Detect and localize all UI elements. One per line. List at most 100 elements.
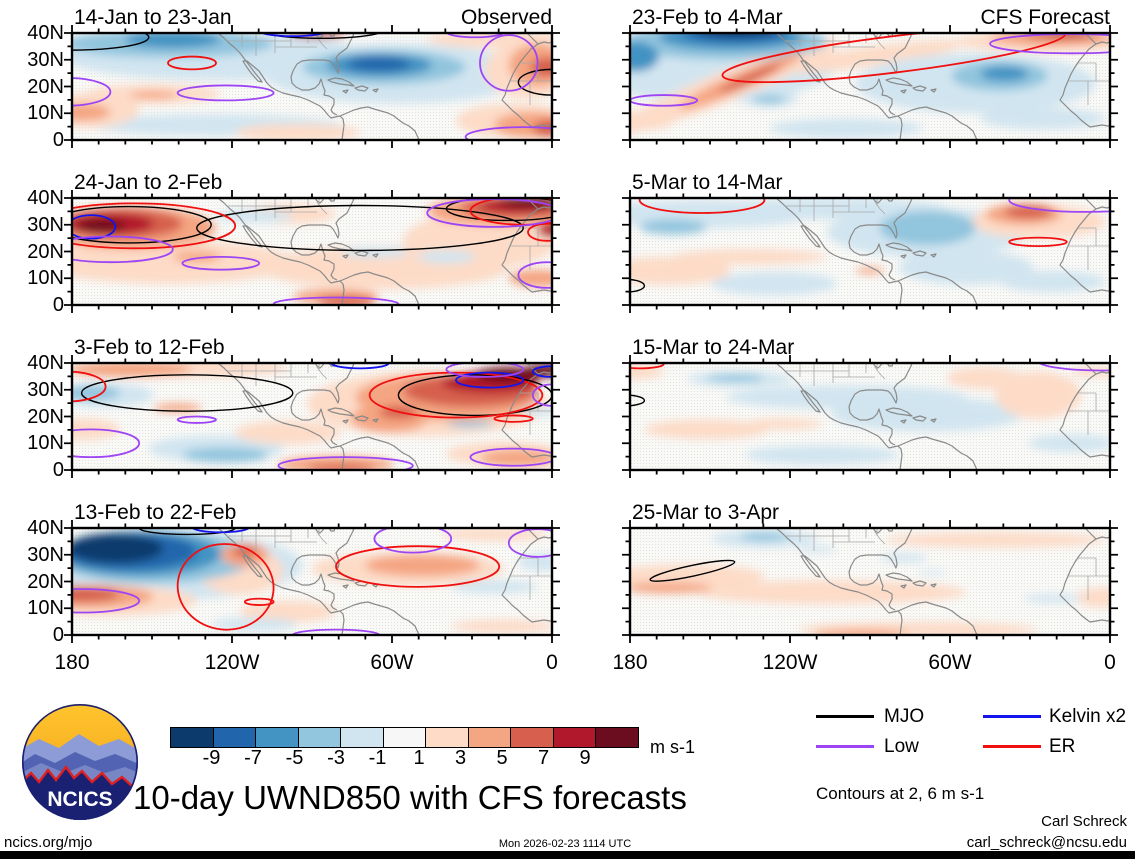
mjo-contour bbox=[397, 374, 552, 417]
low-contour bbox=[72, 235, 174, 264]
panel-title-7: 25-Mar to 3-Apr bbox=[632, 501, 780, 524]
colorbar-tick-label: -7 bbox=[244, 747, 262, 769]
low-contour bbox=[479, 34, 539, 92]
colorbar-cell bbox=[171, 728, 213, 747]
contour-levels-note: Contours at 2, 6 m s-1 bbox=[816, 784, 985, 803]
site-link[interactable]: ncics.org/mjo bbox=[4, 834, 93, 851]
x-axis-label: 0 bbox=[1104, 651, 1116, 674]
mjo-contour bbox=[196, 204, 524, 252]
map-canvas-7 bbox=[622, 520, 1118, 643]
y-axis-label: 10N bbox=[27, 102, 64, 125]
x-axis-label: 0 bbox=[546, 651, 558, 674]
colorbar-cell bbox=[297, 728, 340, 747]
credit-name: Carl Schreck bbox=[1041, 813, 1127, 830]
y-axis-label: 40N bbox=[27, 187, 64, 209]
er-contour bbox=[72, 202, 237, 250]
map-canvas-6 bbox=[622, 355, 1118, 478]
panel-title-0: 14-Jan to 23-Jan bbox=[74, 6, 232, 29]
er-contour bbox=[176, 543, 275, 631]
mjo-contour bbox=[649, 559, 736, 582]
low-contour bbox=[1008, 198, 1110, 213]
mjo-contour bbox=[445, 198, 552, 222]
low-contour bbox=[445, 363, 525, 378]
y-axis-label: 40N bbox=[27, 517, 64, 539]
low-contour bbox=[373, 528, 453, 554]
y-axis-label: 0 bbox=[52, 624, 64, 646]
colorbar-cell bbox=[212, 728, 255, 747]
y-axis-label: 40N bbox=[27, 352, 64, 374]
low-contour bbox=[176, 84, 275, 102]
colorbar-tick-label: 5 bbox=[496, 747, 508, 769]
y-axis-label: 30N bbox=[27, 213, 64, 236]
map-canvas-0 bbox=[64, 25, 560, 148]
low-contour bbox=[72, 428, 141, 459]
map-canvas-5 bbox=[622, 190, 1118, 313]
mjo-contour bbox=[138, 528, 236, 536]
kelvin-contour bbox=[259, 33, 326, 38]
colorbar-tick-label: -3 bbox=[327, 747, 345, 769]
cfs-forecast-badge: CFS Forecast bbox=[980, 6, 1110, 29]
er-contour bbox=[335, 545, 501, 588]
y-axis-label: 20N bbox=[27, 570, 64, 593]
y-axis-label: 10N bbox=[27, 597, 64, 620]
observed-badge: Observed bbox=[460, 6, 552, 29]
panel-title-5: 5-Mar to 14-Mar bbox=[632, 171, 783, 194]
colorbar-cell bbox=[595, 728, 638, 747]
map-canvas-4 bbox=[622, 25, 1118, 148]
x-axis-label: 180 bbox=[54, 651, 90, 674]
map-panel-4 bbox=[620, 23, 1120, 150]
y-axis-label: 10N bbox=[27, 267, 64, 290]
mjo-contour bbox=[261, 33, 382, 40]
kelvin-contour bbox=[330, 363, 390, 370]
kelvin-legend-label: Kelvin x2 bbox=[1049, 706, 1127, 727]
low-legend-label: Low bbox=[884, 736, 919, 757]
y-axis-label: 0 bbox=[52, 129, 64, 151]
er-contour bbox=[72, 370, 107, 403]
panel-title-3: 13-Feb to 22-Feb bbox=[74, 501, 237, 524]
colorbar-tick-label: -5 bbox=[285, 747, 304, 769]
kelvin-contour bbox=[455, 371, 525, 389]
er-legend-label: ER bbox=[1049, 736, 1076, 757]
colorbar-unit: m s-1 bbox=[650, 737, 695, 757]
y-axis-label: 30N bbox=[27, 48, 64, 71]
colorbar bbox=[170, 727, 639, 748]
er-contour bbox=[638, 198, 766, 214]
map-panel-2 bbox=[62, 353, 562, 480]
x-axis-label: 60W bbox=[370, 651, 414, 674]
low-contour bbox=[72, 77, 112, 107]
y-axis-label: 20N bbox=[27, 75, 64, 98]
mjo-contour bbox=[630, 278, 646, 293]
timestamp: Mon 2026-02-23 1114 UTC bbox=[498, 838, 632, 850]
colorbar-tick-label: 1 bbox=[413, 747, 425, 769]
colorbar-cell bbox=[510, 728, 553, 747]
colorbar-tick-label: 7 bbox=[537, 747, 550, 769]
low-contour bbox=[277, 456, 414, 470]
er-contour bbox=[493, 414, 534, 423]
colorbar-cell bbox=[255, 728, 298, 747]
low-contour bbox=[72, 588, 141, 614]
er-contour bbox=[1008, 236, 1068, 248]
colorbar-tick-label: -1 bbox=[368, 747, 387, 769]
low-contour bbox=[469, 447, 552, 467]
ncics-logo-text: NCICS bbox=[47, 788, 112, 811]
panel-title-6: 15-Mar to 24-Mar bbox=[632, 336, 795, 359]
credit-email[interactable]: carl_schreck@ncsu.edu bbox=[966, 834, 1127, 851]
low-contour bbox=[181, 255, 261, 271]
kelvin-contour bbox=[72, 214, 117, 240]
er-contour bbox=[527, 222, 552, 242]
x-axis-label: 120W bbox=[204, 651, 260, 674]
kelvin-contour bbox=[191, 528, 251, 534]
colorbar-cell bbox=[382, 728, 425, 747]
low-contour bbox=[464, 126, 552, 140]
map-panel-0 bbox=[62, 23, 562, 150]
bottom-bar bbox=[0, 851, 1135, 859]
map-panel-5 bbox=[620, 188, 1120, 315]
figure-title: 10-day UWND850 with CFS forecasts bbox=[133, 779, 687, 816]
x-axis-label: 180 bbox=[612, 651, 648, 674]
y-axis-label: 20N bbox=[27, 240, 64, 263]
er-contour bbox=[243, 597, 275, 606]
low-line-swatch bbox=[816, 745, 874, 748]
colorbar-cell bbox=[340, 728, 383, 747]
er-line-swatch bbox=[983, 745, 1041, 748]
